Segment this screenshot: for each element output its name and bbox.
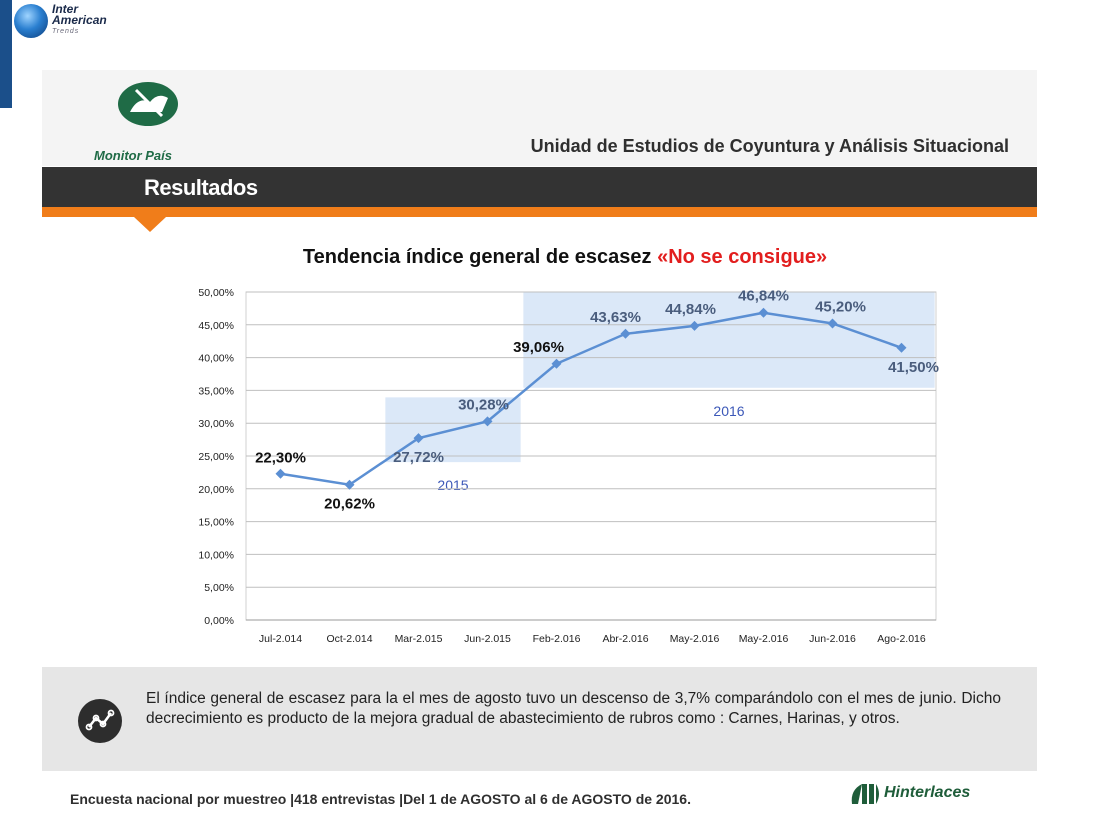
unit-title: Unidad de Estudios de Coyuntura y Anális… <box>530 136 1009 156</box>
data-point <box>896 342 907 353</box>
x-tick-label: Jun-2.015 <box>464 633 511 645</box>
data-label: 20,62% <box>324 496 375 513</box>
globe-icon <box>14 4 48 38</box>
header-band: Monitor País Unidad de Estudios de Coyun… <box>42 70 1037 166</box>
data-point <box>413 433 424 444</box>
y-tick-label: 20,00% <box>198 484 234 496</box>
y-tick-label: 15,00% <box>198 517 234 529</box>
x-tick-label: May-2.016 <box>739 633 789 645</box>
group-highlight-2016 <box>523 292 935 388</box>
y-tick-label: 50,00% <box>198 287 234 299</box>
accent-arrow-icon <box>134 217 166 232</box>
y-tick-label: 5,00% <box>204 582 234 594</box>
y-tick-label: 45,00% <box>198 320 234 332</box>
data-label: 30,28% <box>458 396 509 413</box>
chart-title-main: Tendencia índice general de escasez <box>302 246 658 268</box>
chart-title: Tendencia índice general de escasez «No … <box>0 246 1094 269</box>
monitor-pais-label: Monitor País <box>94 148 173 163</box>
slide: Monitor País Unidad de Estudios de Coyun… <box>42 70 1037 770</box>
x-tick-label: Oct-2.014 <box>326 633 372 645</box>
x-tick-label: Ago-2.016 <box>877 633 926 645</box>
intertrends-logo: Inter American Trends <box>0 0 130 110</box>
note-text: El índice general de escasez para la el … <box>146 690 1001 727</box>
x-tick-label: Mar-2.015 <box>395 633 443 645</box>
section-bar: Resultados <box>42 167 1037 207</box>
intertrends-logo-text: Inter American Trends <box>52 2 107 37</box>
data-point <box>758 307 769 318</box>
data-label: 45,20% <box>815 298 866 315</box>
y-tick-label: 0,00% <box>204 615 234 627</box>
logo-sidebar <box>0 0 12 108</box>
y-tick-label: 35,00% <box>198 385 234 397</box>
x-tick-label: May-2.016 <box>670 633 720 645</box>
hinterlaces-logo: Hinterlaces <box>848 780 1018 810</box>
y-tick-label: 40,00% <box>198 353 234 365</box>
data-point <box>275 468 286 479</box>
data-label: 27,72% <box>393 449 444 466</box>
x-tick-label: Jul-2.014 <box>259 633 302 645</box>
chart-title-highlight: «No se consigue» <box>657 246 828 268</box>
monitor-pais-emblem-icon <box>118 82 178 126</box>
data-label: 44,84% <box>665 301 716 318</box>
data-point <box>344 479 355 490</box>
y-tick-label: 25,00% <box>198 451 234 463</box>
data-label: 43,63% <box>590 309 641 326</box>
y-tick-label: 30,00% <box>198 418 234 430</box>
note-box: El índice general de escasez para la el … <box>42 667 1037 771</box>
data-label: 41,50% <box>888 359 939 376</box>
hinterlaces-label: Hinterlaces <box>884 784 971 801</box>
group-label: 2015 <box>437 477 468 493</box>
section-title: Resultados <box>144 175 258 200</box>
hinterlaces-icon <box>851 784 879 804</box>
data-point <box>551 358 562 369</box>
data-label: 22,30% <box>255 450 306 467</box>
group-label: 2016 <box>713 403 744 419</box>
data-point <box>482 416 493 427</box>
trend-icon <box>78 699 122 743</box>
brand-line-1: Inter <box>52 2 79 16</box>
data-point <box>689 320 700 331</box>
x-tick-label: Jun-2.016 <box>809 633 856 645</box>
x-tick-label: Abr-2.016 <box>602 633 648 645</box>
brand-line-3: Trends <box>52 28 80 35</box>
line-chart: 2015 2016 0,00% 5,00% 10,00% 15,00% 20,00% 25,0… <box>198 287 939 645</box>
data-point <box>827 318 838 329</box>
series-line <box>280 311 902 487</box>
y-tick-label: 10,00% <box>198 549 234 561</box>
monitor-pais-logo: Monitor País <box>94 82 189 166</box>
x-tick-label: Feb-2.016 <box>533 633 581 645</box>
data-label: 39,06% <box>513 339 564 356</box>
data-point <box>620 328 631 339</box>
footer-survey-info: Encuesta nacional por muestreo |418 entr… <box>70 791 691 807</box>
accent-line <box>42 207 1037 217</box>
brand-line-2: American <box>52 13 107 27</box>
data-label: 46,84% <box>738 288 789 305</box>
